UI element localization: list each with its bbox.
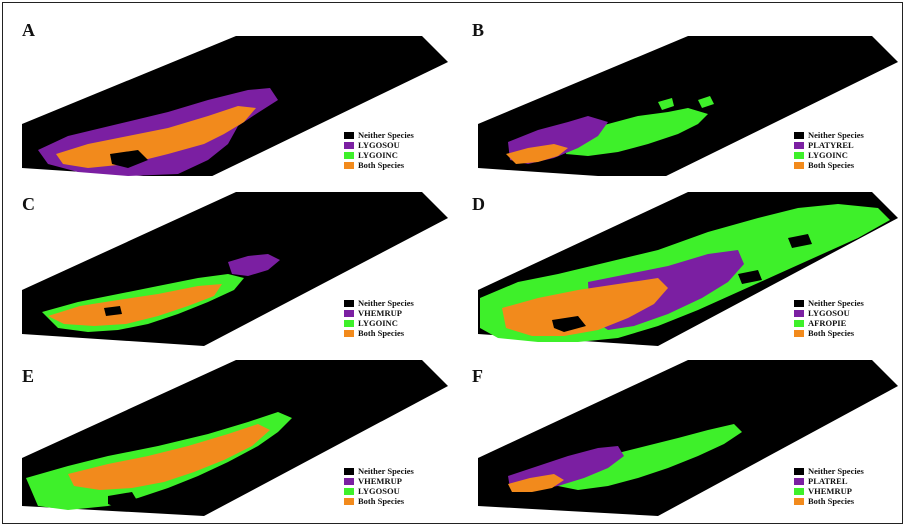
swatch-both (794, 497, 804, 505)
legend-item-both: Both Species (794, 160, 864, 170)
legend-item-species2: LYGOINC (344, 150, 414, 160)
legend-item-species2: VHEMRUP (794, 486, 864, 496)
swatch-neither (344, 299, 354, 307)
panel-letter: C (22, 194, 35, 214)
map-b (478, 36, 898, 176)
both-area (506, 144, 568, 164)
legend-item-species2: LYGOSOU (344, 486, 414, 496)
neither-hole (104, 306, 122, 316)
panel-letter: A (22, 20, 35, 40)
legend-item-both: Both Species (794, 496, 864, 506)
swatch-species1 (794, 477, 804, 485)
legend-item-species1: LYGOSOU (344, 140, 414, 150)
map-a (22, 36, 448, 176)
panel-c: C Neither Species VHEMRUP LYGOINC Both S… (8, 178, 458, 350)
swatch-both (344, 497, 354, 505)
panel-e: E Neither Species VHEMRUP LYGOSOU Both S… (8, 350, 458, 522)
map-c (22, 192, 448, 346)
swatch-neither (344, 131, 354, 139)
legend-item-both: Both Species (344, 160, 414, 170)
legend-item-species1: VHEMRUP (344, 308, 414, 318)
swatch-both (794, 329, 804, 337)
legend: Neither Species PLATYREL LYGOINC Both Sp… (794, 130, 864, 170)
panel-letter: D (472, 194, 485, 214)
legend-item-neither: Neither Species (794, 298, 864, 308)
neither-hole (738, 270, 762, 284)
species2-fleck (658, 98, 674, 110)
legend-item-both: Both Species (344, 328, 414, 338)
both-area (508, 474, 564, 492)
panel-f: F Neither Species PLATREL VHEMRUP Both S… (458, 350, 907, 522)
legend-item-neither: Neither Species (344, 466, 414, 476)
species2-area (566, 108, 708, 156)
swatch-species1 (794, 309, 804, 317)
legend-item-both: Both Species (794, 328, 864, 338)
legend-item-species1: PLATREL (794, 476, 864, 486)
panel-b: B Neither Species PLATYREL LYGOINC Both … (458, 4, 907, 176)
legend: Neither Species LYGOSOU AFROPIE Both Spe… (794, 298, 864, 338)
legend-item-species2: LYGOINC (344, 318, 414, 328)
panel-letter: E (22, 366, 35, 386)
legend-item-both: Both Species (344, 496, 414, 506)
swatch-species1 (794, 141, 804, 149)
swatch-species1 (344, 477, 354, 485)
both-area (68, 424, 270, 490)
swatch-neither (344, 467, 354, 475)
swatch-species2 (794, 151, 804, 159)
panel-letter: F (472, 366, 483, 386)
legend: Neither Species PLATREL VHEMRUP Both Spe… (794, 466, 864, 506)
legend-item-species2: LYGOINC (794, 150, 864, 160)
species2-area (558, 424, 742, 490)
neither-hole (108, 492, 138, 508)
both-area (502, 278, 668, 336)
panel-d: D Neither Species LYGOSOU AFROPIE Both S… (458, 178, 907, 350)
both-area (56, 106, 256, 168)
legend-item-neither: Neither Species (794, 130, 864, 140)
swatch-both (344, 329, 354, 337)
legend-item-species2: AFROPIE (794, 318, 864, 328)
panel-a: A Neither Species LYGOSOU LYGOINC Both S… (8, 4, 458, 176)
swatch-species2 (344, 487, 354, 495)
swatch-neither (794, 299, 804, 307)
map-e (22, 360, 448, 516)
map-d (478, 192, 898, 346)
both-area (48, 284, 222, 326)
map-f (478, 360, 898, 516)
neither-hole (110, 150, 148, 168)
swatch-both (344, 161, 354, 169)
swatch-species2 (344, 151, 354, 159)
neither-hole (788, 234, 812, 248)
legend: Neither Species VHEMRUP LYGOINC Both Spe… (344, 298, 414, 338)
swatch-species1 (344, 309, 354, 317)
swatch-species2 (344, 319, 354, 327)
legend-item-species1: LYGOSOU (794, 308, 864, 318)
swatch-species2 (794, 319, 804, 327)
neither-hole (552, 316, 586, 332)
legend-item-species1: VHEMRUP (344, 476, 414, 486)
swatch-neither (794, 467, 804, 475)
legend-item-neither: Neither Species (794, 466, 864, 476)
panel-letter: B (472, 20, 485, 40)
legend-item-species1: PLATYREL (794, 140, 864, 150)
swatch-both (794, 161, 804, 169)
swatch-neither (794, 131, 804, 139)
swatch-species1 (344, 141, 354, 149)
swatch-species2 (794, 487, 804, 495)
species1-area (228, 254, 280, 276)
species2-fleck (698, 96, 714, 108)
legend: Neither Species LYGOSOU LYGOINC Both Spe… (344, 130, 414, 170)
legend: Neither Species VHEMRUP LYGOSOU Both Spe… (344, 466, 414, 506)
legend-item-neither: Neither Species (344, 298, 414, 308)
legend-item-neither: Neither Species (344, 130, 414, 140)
